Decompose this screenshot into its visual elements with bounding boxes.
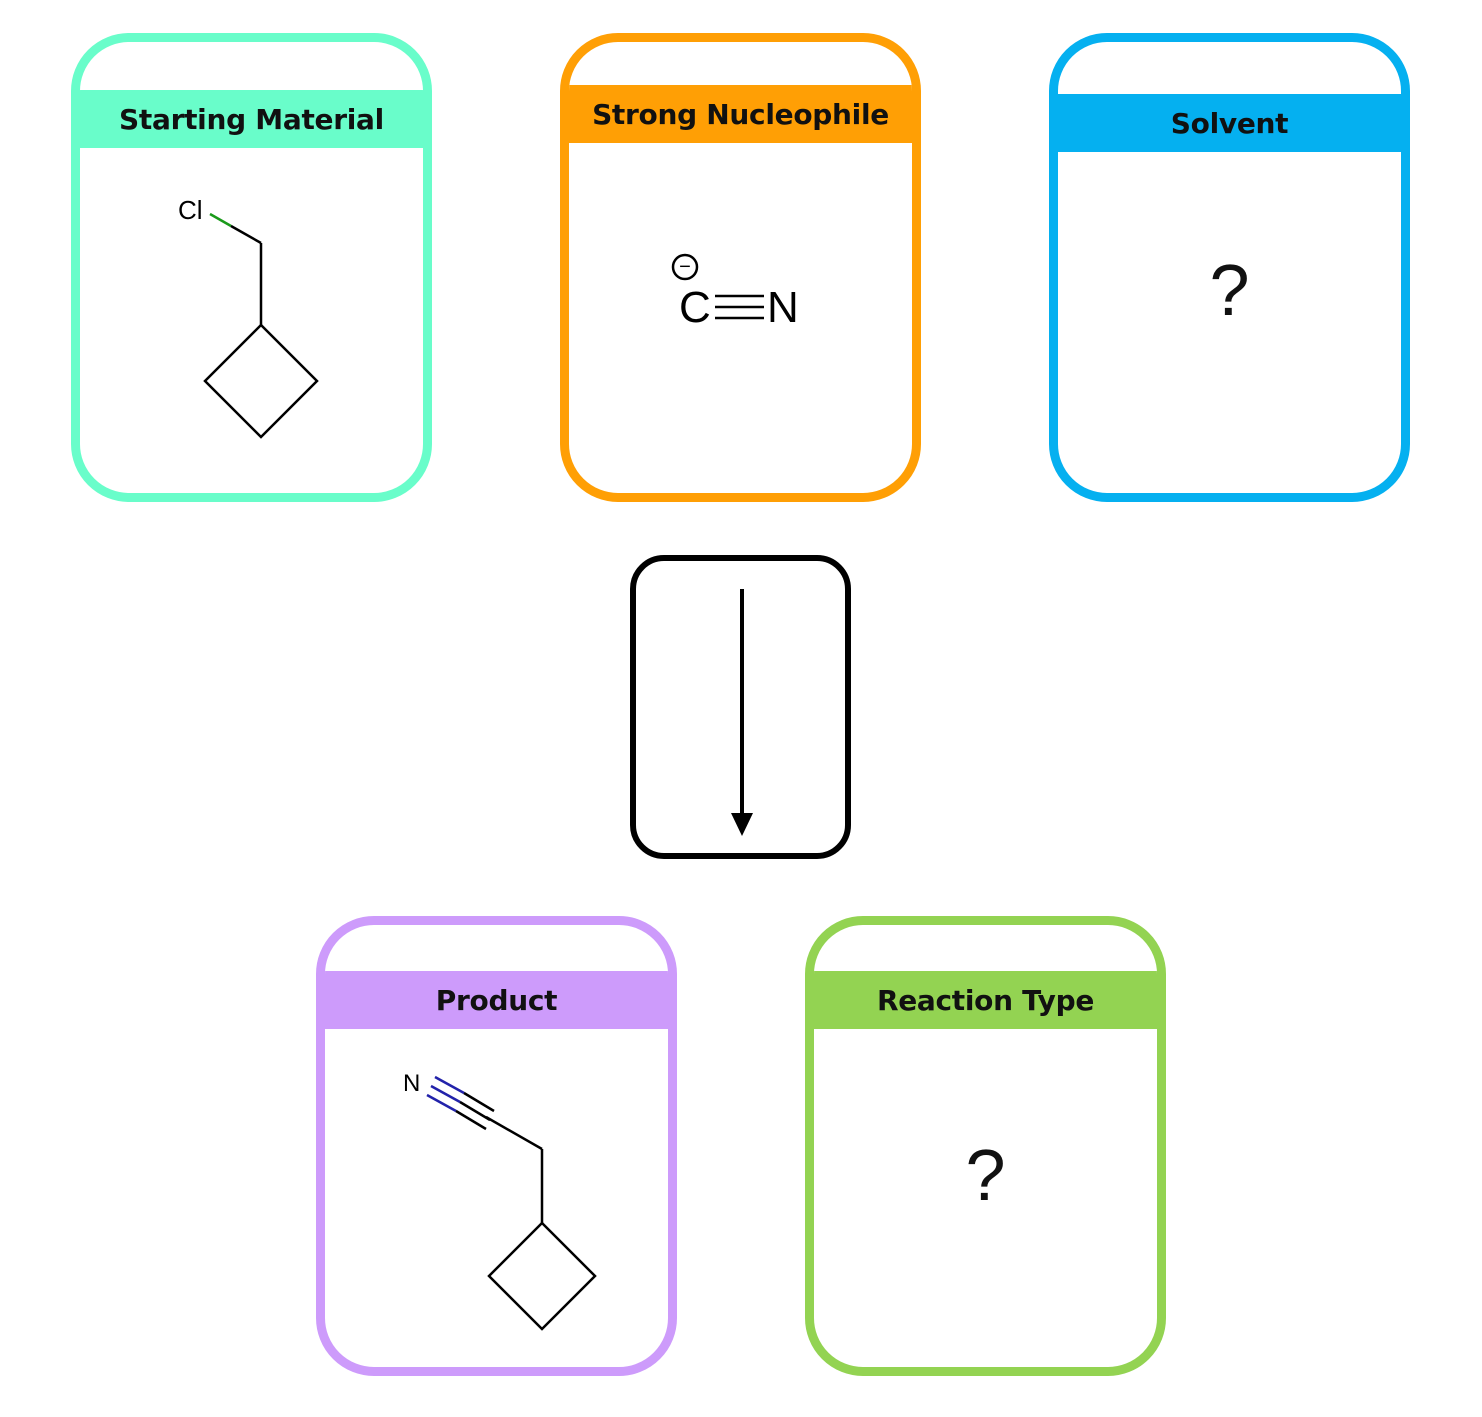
reaction-arrow-box [630, 555, 851, 859]
nitrogen-atom-label: N [767, 283, 799, 332]
nitrile-bond-1-n [434, 1075, 465, 1095]
chloromethylcyclobutane-molecule: Cl [178, 195, 319, 439]
product-structure: N [325, 1029, 668, 1367]
solvent-title: Solvent [1058, 94, 1401, 152]
product-card: Product N [316, 916, 677, 1376]
starting-material-title: Starting Material [80, 90, 423, 148]
nitrile-bond-2-n [430, 1084, 461, 1104]
starting-material-card: Starting Material Cl [71, 33, 432, 502]
reaction-type-title: Reaction Type [814, 971, 1157, 1029]
chlorine-atom-label: Cl [178, 195, 203, 225]
solvent-body: ? [1058, 152, 1401, 493]
nucleophile-title: Strong Nucleophile [569, 85, 912, 143]
cn-ch2-bond [485, 1115, 543, 1151]
cyclobutylacetonitrile-molecule: N [403, 1070, 597, 1331]
c-cl-bond-carbon-half [230, 224, 262, 245]
cyanide-ion: − C N [671, 253, 799, 332]
nucleophile-structure: − C N [569, 143, 912, 493]
reaction-type-body: ? [814, 1029, 1157, 1367]
product-title: Product [325, 971, 668, 1029]
solvent-unknown: ? [1209, 251, 1250, 331]
nitrile-bond-3-n [426, 1093, 457, 1113]
cyclobutane-ring [487, 1221, 597, 1331]
nitrile-bond-2-c [459, 1100, 491, 1122]
reaction-type-card: Reaction Type ? [805, 916, 1166, 1376]
nucleophile-card: Strong Nucleophile − C N [560, 33, 921, 502]
cyclobutane-ring [203, 323, 319, 439]
negative-charge-circle [671, 253, 699, 281]
nitrile-nitrogen-label: N [403, 1070, 420, 1097]
nitrile-bond-1-c [463, 1091, 495, 1113]
negative-charge-sign: − [679, 256, 691, 278]
down-arrow-icon [731, 589, 753, 836]
solvent-card: Solvent ? [1049, 33, 1410, 502]
nitrile-bond-3-c [455, 1109, 487, 1131]
carbon-atom-label: C [679, 283, 711, 332]
reaction-type-unknown: ? [965, 1136, 1006, 1216]
c-cl-bond-chlorine-half [209, 212, 232, 228]
starting-material-structure: Cl [80, 148, 423, 493]
